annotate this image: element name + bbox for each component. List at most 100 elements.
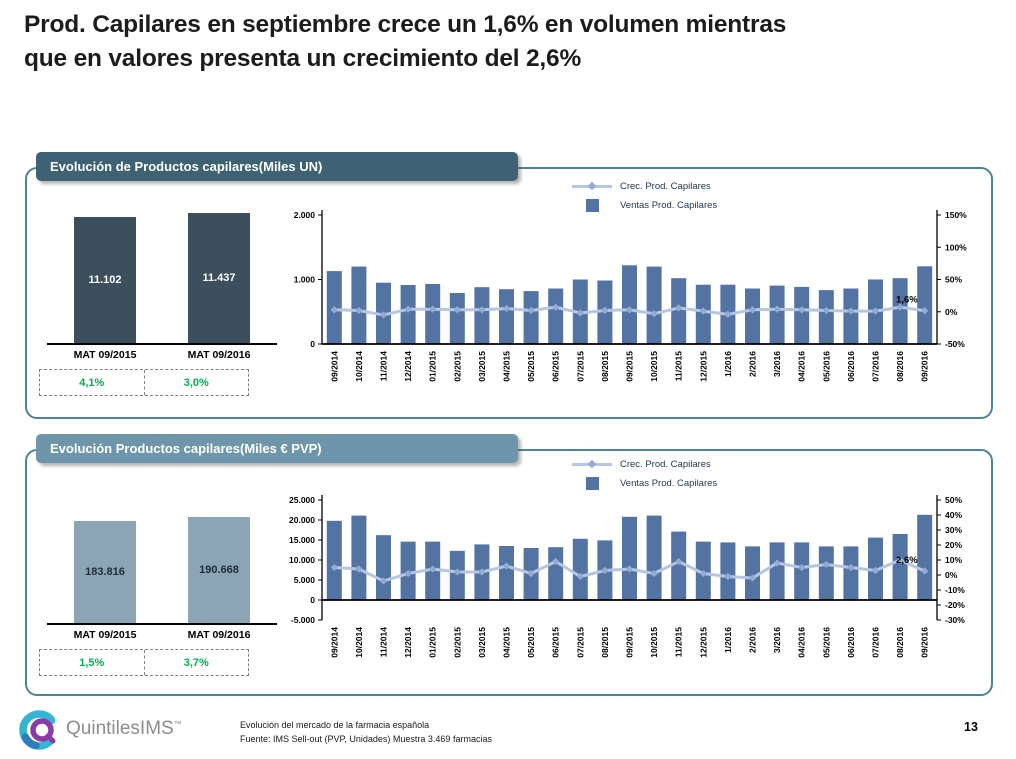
svg-text:07/2016: 07/2016: [871, 351, 881, 382]
chart-legend-value: Crec. Prod. Capilares Ventas Prod. Capil…: [572, 457, 717, 490]
bar-value-label: 11.102: [88, 274, 122, 286]
bar-3/2016: [769, 285, 785, 344]
svg-text:02/2015: 02/2015: [452, 627, 462, 658]
bar-3/2016: [769, 542, 785, 600]
bar-value-label: 183.816: [85, 566, 125, 578]
last-point-label: 1,6%: [896, 295, 918, 306]
svg-text:15.000: 15.000: [289, 535, 315, 545]
mat-category-label: MAT 09/2015: [73, 629, 137, 641]
svg-text:03/2015: 03/2015: [477, 351, 487, 382]
svg-text:10/2014: 10/2014: [354, 627, 364, 658]
bar-06/2016: [843, 288, 859, 344]
source-line-2: Fuente: IMS Sell-out (PVP, Unidades) Mue…: [240, 733, 492, 744]
bar-06/2015: [548, 288, 564, 344]
bar-1/2016: [720, 542, 736, 600]
bar-09/2016: [917, 266, 933, 344]
svg-text:0%: 0%: [945, 307, 958, 317]
bar-06/2015: [548, 547, 564, 600]
bar-12/2014: [400, 285, 416, 344]
bar-05/2016: [818, 290, 834, 344]
svg-text:1/2016: 1/2016: [723, 351, 733, 377]
svg-text:01/2015: 01/2015: [428, 627, 438, 658]
svg-text:0%: 0%: [945, 570, 958, 580]
bar-09/2014: [326, 520, 342, 600]
bar-06/2016: [843, 546, 859, 600]
svg-text:09/2015: 09/2015: [625, 351, 635, 382]
mat-bars: 11.102 11.437: [47, 209, 277, 345]
growth-table-volume: 4,1% 3,0%: [39, 369, 249, 396]
svg-text:12/2014: 12/2014: [403, 627, 413, 658]
svg-text:10%: 10%: [945, 555, 962, 565]
bar-04/2016: [794, 286, 810, 344]
bar-value-label: 11.437: [202, 272, 236, 284]
bar-07/2015: [572, 538, 588, 600]
panel-volume: Evolución de Productos capilares(Miles U…: [25, 152, 993, 419]
svg-text:150%: 150%: [945, 210, 967, 220]
bar-2/2016: [745, 288, 760, 344]
bar-04/2016: [794, 542, 810, 600]
svg-text:03/2015: 03/2015: [477, 627, 487, 658]
bar-swatch-icon: [585, 198, 599, 212]
bar-03/2015: [474, 287, 490, 344]
svg-text:50%: 50%: [945, 495, 962, 505]
svg-text:2.000: 2.000: [294, 210, 316, 220]
svg-text:25.000: 25.000: [289, 495, 315, 505]
svg-text:-20%: -20%: [945, 600, 965, 610]
monthly-combo-chart-volume: 0 1.000 2.000 -50% 0% 50% 100% 150% 09/2014 10/20…: [294, 210, 967, 382]
x-axis-labels: 09/2014 10/2014 11/2014 12/2014 01/2015 02/20…: [329, 351, 929, 382]
title-line-2: que en valores presenta un crecimiento d…: [24, 44, 582, 72]
mat-category-label: MAT 09/2016: [187, 629, 251, 641]
panel-value-title: Evolución Productos capilares(Miles € PV…: [50, 441, 322, 456]
svg-text:12/2015: 12/2015: [698, 351, 708, 382]
bar-10/2014: [351, 266, 367, 344]
panel-volume-header: Evolución de Productos capilares(Miles U…: [36, 152, 518, 181]
svg-text:05/2016: 05/2016: [821, 351, 831, 382]
svg-text:04/2016: 04/2016: [797, 627, 807, 658]
right-axis: -30% -20% -10% 0% 10% 20% 30% 40% 50%: [937, 495, 965, 625]
bar-09/2016: [917, 514, 933, 600]
right-axis: -50% 0% 50% 100% 150%: [937, 210, 967, 349]
ventas-bars: [326, 265, 933, 344]
bar-11/2014: [376, 535, 391, 600]
svg-text:20%: 20%: [945, 540, 962, 550]
svg-text:02/2015: 02/2015: [452, 351, 462, 382]
svg-text:20.000: 20.000: [289, 515, 315, 525]
svg-text:12/2015: 12/2015: [698, 627, 708, 658]
svg-text:2/2016: 2/2016: [748, 351, 758, 377]
ventas-bars: [326, 514, 933, 600]
mat-bar: 11.102: [74, 217, 136, 343]
bar-04/2015: [499, 289, 514, 344]
bar-08/2016: [892, 278, 908, 344]
source-line-1: Evolución del mercado de la farmacia esp…: [240, 720, 430, 730]
svg-text:07/2015: 07/2015: [575, 627, 585, 658]
svg-text:30%: 30%: [945, 525, 962, 535]
source-note: Evolución del mercado de la farmacia esp…: [240, 719, 492, 747]
svg-text:3/2016: 3/2016: [772, 627, 782, 653]
bar-series-swatch: [572, 476, 612, 490]
bar-01/2015: [425, 284, 441, 344]
growth-table-value: 1,5% 3,7%: [39, 649, 249, 676]
page-number: 13: [964, 720, 978, 734]
bar-08/2016: [892, 534, 908, 600]
bar-10/2015: [646, 515, 662, 600]
svg-text:08/2015: 08/2015: [600, 351, 610, 382]
svg-text:-50%: -50%: [945, 339, 965, 349]
svg-text:1/2016: 1/2016: [723, 627, 733, 653]
svg-text:5.000: 5.000: [294, 575, 316, 585]
left-axis: -5.000 0 5.000 10.000 15.000 20.000 25.000: [289, 495, 322, 625]
svg-text:06/2015: 06/2015: [551, 627, 561, 658]
svg-text:05/2016: 05/2016: [821, 627, 831, 658]
svg-text:08/2016: 08/2016: [895, 627, 905, 658]
legend-label-ventas: Ventas Prod. Capilares: [620, 199, 718, 211]
legend-row-crec: Crec. Prod. Capilares: [572, 179, 717, 193]
growth-value: 3,7%: [143, 650, 249, 675]
mat-bar-column: 190.668: [171, 511, 267, 623]
svg-text:40%: 40%: [945, 510, 962, 520]
last-point-label: 2,6%: [896, 555, 918, 566]
bar-value-label: 190.668: [199, 564, 239, 576]
svg-text:09/2014: 09/2014: [329, 627, 339, 658]
mat-bar-chart-volume: 11.102 11.437 MAT 09/2015 MAT 09/2016: [47, 209, 277, 361]
svg-text:05/2015: 05/2015: [526, 351, 536, 382]
legend-label-crec: Crec. Prod. Capilares: [620, 458, 711, 470]
svg-text:10/2015: 10/2015: [649, 351, 659, 382]
